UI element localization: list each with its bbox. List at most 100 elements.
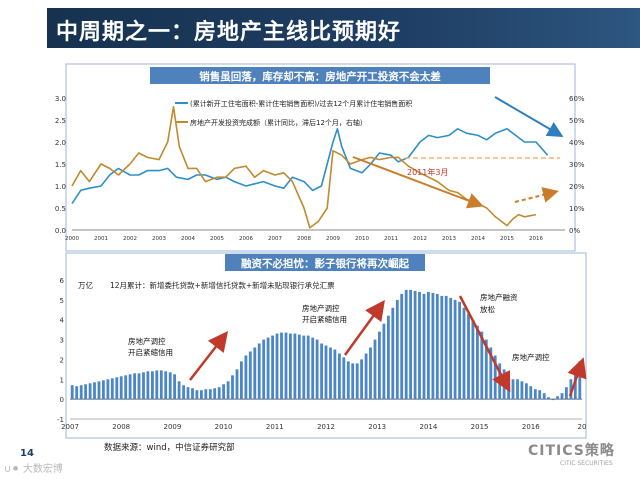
chart2-y-tick: -1 [57,416,64,424]
chart2-bar [342,357,346,400]
chart2-bar [257,343,261,400]
chart2-bar [262,339,266,400]
arrow-red-up-3 [567,357,587,397]
chart2-bar [186,387,190,400]
chart2-title: 融资不必担忧：影子银行将再次崛起 [241,257,409,270]
panel2-frame [65,252,587,439]
chart2-bar [110,378,114,400]
chart1-x-tick: 2006 [239,236,253,242]
page-number: 14 [20,448,34,459]
chart2-bar [293,333,297,400]
chart2-bar [302,335,306,400]
chart2-bar [289,333,292,400]
chart2-bar [556,396,559,400]
annotation-tighten-2-line1: 房地产调控 [302,303,340,313]
chart2-bar [173,374,176,400]
chart1-series-inventory-ratio [71,128,549,205]
chart2-bar [191,388,194,400]
chart2-bar [551,399,555,401]
arrow-red-down [458,295,511,393]
chart1-x-tick: 2001 [94,236,108,242]
chart2-bar [444,295,448,400]
chart2-bar [431,292,435,400]
chart1-x-tick: 2012 [413,236,427,242]
chart2-bar [400,293,404,400]
chart2-bar [119,376,123,400]
annotation-tighten-1-line2: 开启紧缩信用 [128,347,173,357]
chart2-bar [222,384,225,400]
arrow-red-up-2 [343,299,385,356]
chart1-left-tick: 0.5 [55,205,66,213]
chart2-bar [569,379,573,400]
chart2-bar [476,325,479,400]
chart2-bar [275,333,279,400]
chart2-bar [529,386,533,400]
chart2-y-axis: -1 0 1 2 3 4 5 6 [57,277,65,424]
chart1-title: 销售虽回落，库存却不高：房地产开工投资不会太差 [199,70,441,83]
chart2-bar [418,291,421,400]
legend-label-blue: (累计新开工住宅面积-累计住宅销售面积)/过去12个月累计住宅销售面积 [190,99,412,108]
chart2-bar [360,359,363,400]
chart2-bar [404,289,408,400]
annotation-2011-march: 2011年3月 [407,167,448,177]
chart2-x-tick: 2008 [112,423,130,431]
chart2-bar [435,293,439,400]
panel2-title-bg [225,254,425,271]
chart2-bar [235,369,239,400]
chart2-bar [159,370,163,400]
chart2-bar [542,393,546,400]
brand-logo-text: CITICS策略 [528,443,615,459]
chart2-bar [204,389,208,400]
chart2-bar [489,347,493,400]
chart2-bar [128,374,132,400]
chart2-bar [164,371,168,400]
chart2-bar [484,339,488,400]
chart2-bar [373,339,377,400]
chart2-bar [266,337,270,400]
chart2-annotations: 房地产调控 开启紧缩信用 房地产调控 开启紧缩信用 房地产融资 放松 房地产调控 [128,292,587,397]
chart1-right-tick: 60% [569,95,585,103]
chart2-x-tick: 2007 [61,423,79,431]
chart2-bar [364,353,368,400]
chart2-bar [315,339,319,400]
chart2-bar [306,335,310,400]
chart2-x-tick: 2011 [266,423,284,431]
chart2-bar [387,315,390,400]
chart2-bar [560,393,564,400]
chart1-legend: (累计新开工住宅面积-累计住宅销售面积)/过去12个月累计住宅销售面积 房地产开… [175,99,412,127]
chart1-x-tick: 2000 [65,236,79,242]
chart2-x-tick: 2013 [368,423,386,431]
chart1-x-tick: 2005 [210,236,224,242]
chart1-left-tick: 0.0 [55,227,66,235]
chart2-bar [565,387,568,400]
chart2-bar [382,323,386,400]
chart2-x-tick: 2010 [215,423,233,431]
chart1-x-tick: 2002 [123,236,137,242]
chart2-bar [248,351,252,400]
chart2-bar [320,343,323,400]
chart1-x-tick: 2015 [500,236,514,242]
chart2-bar [329,347,332,400]
chart2-x-tick: 2016 [522,423,540,431]
chart2-bar [240,361,243,400]
chart2-bar [516,379,519,400]
chart2-bar [480,331,484,400]
chart2-bar [124,375,128,400]
chart2-bar [182,385,185,400]
chart2-series-label: 12月累计：新增委托贷款+新增信托贷款+新增未贴现银行承兑汇票 [110,280,335,290]
chart2-bar [525,383,528,400]
chart2-bar [538,390,542,400]
chart1-series-investment-yoy [71,106,537,229]
chart2-bar [471,319,475,400]
chart2-bar [369,347,372,400]
chart1-x-tick: 2014 [471,236,485,242]
chart2-bar [142,372,145,400]
chart1-x-tick: 2013 [442,236,456,242]
chart2-bar [409,289,412,400]
chart2-x-tick: 2014 [419,423,437,431]
chart2-bar [155,370,159,400]
chart1-left-axis: 0.0 0.5 1.0 1.5 2.0 2.5 3.0 [55,95,66,235]
chart2-bar [213,388,217,400]
chart2-bar [284,332,288,400]
chart2-x-tick: 2015 [471,423,489,431]
